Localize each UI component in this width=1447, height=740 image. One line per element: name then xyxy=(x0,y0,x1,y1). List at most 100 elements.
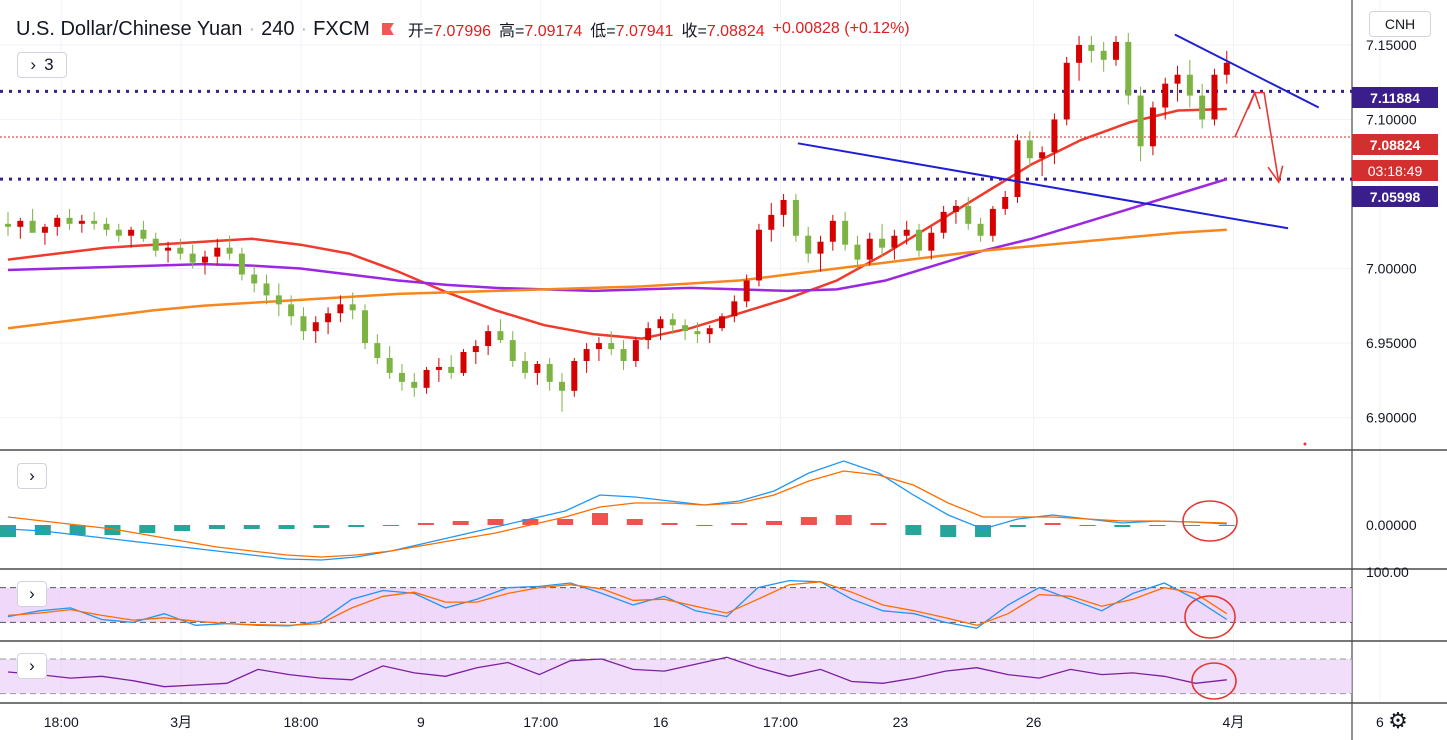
candle-body xyxy=(854,244,861,260)
macd-histogram-bar xyxy=(383,525,400,526)
candle-body xyxy=(952,205,959,212)
candle-body xyxy=(694,331,701,335)
candle-body xyxy=(829,220,836,242)
macd-histogram-bar xyxy=(104,525,121,535)
candle-body xyxy=(448,366,455,373)
candle-body xyxy=(768,214,775,230)
candle-body xyxy=(78,220,85,224)
stochastic-band xyxy=(0,587,1352,623)
macd-histogram-bar xyxy=(1079,525,1096,526)
rsi-line xyxy=(7,656,1227,688)
stochastic-100-label: 100.00 xyxy=(1366,564,1409,580)
candle-body xyxy=(374,343,381,358)
candle-body xyxy=(719,316,726,329)
candle-body xyxy=(965,205,972,224)
candle-body xyxy=(29,220,36,233)
x-tick-label: 6 xyxy=(1376,714,1384,730)
candle-body xyxy=(485,331,492,347)
macd-histogram-bar xyxy=(696,525,713,526)
candle-body xyxy=(866,238,873,260)
interval-label[interactable]: 240 xyxy=(261,17,295,40)
macd-pane xyxy=(0,460,1235,561)
separator-dot: · xyxy=(248,17,256,40)
candle-body xyxy=(1149,107,1156,147)
candle-body xyxy=(842,220,849,245)
macd-histogram-bar xyxy=(278,525,295,529)
gear-icon[interactable]: ⚙ xyxy=(1388,708,1408,733)
annotation-dot xyxy=(1303,442,1307,446)
macd-histogram-bar xyxy=(1009,525,1026,527)
candle-body xyxy=(1026,140,1033,159)
candle-body xyxy=(251,274,258,284)
macd-histogram-bar xyxy=(940,525,957,537)
candle-body xyxy=(1199,95,1206,120)
macd-histogram-bar xyxy=(174,525,191,531)
candle-body xyxy=(522,360,529,373)
candle-body xyxy=(300,316,307,332)
chevron-right-icon: › xyxy=(29,656,35,675)
upper-trendline xyxy=(1174,33,1320,109)
macd-histogram-bar xyxy=(417,523,434,525)
candle-body xyxy=(657,319,664,329)
candle-body xyxy=(435,366,442,370)
last-price-tag: 7.08824 xyxy=(1352,134,1438,155)
candle-body xyxy=(534,363,541,373)
candle-body xyxy=(460,352,467,373)
candle-body xyxy=(1039,152,1046,159)
candle-body xyxy=(1112,41,1119,60)
candle-body xyxy=(226,247,233,254)
candle-body xyxy=(140,229,147,239)
x-tick-label: 9 xyxy=(417,714,425,730)
candle-body xyxy=(891,235,898,248)
y-tick-label: 6.90000 xyxy=(1366,410,1417,426)
grid-lines xyxy=(0,0,1381,703)
chevron-right-icon: › xyxy=(29,584,35,603)
candle-body xyxy=(189,253,196,263)
macd-histogram-bar xyxy=(731,523,748,525)
symbol-name[interactable]: U.S. Dollar/Chinese Yuan xyxy=(16,17,243,40)
macd-histogram-bar xyxy=(835,515,852,525)
y-tick-label: 7.00000 xyxy=(1366,261,1417,277)
forecast-path xyxy=(1234,91,1280,183)
resistance-price-tag: 7.11884 xyxy=(1352,87,1438,108)
candle-body xyxy=(337,304,344,314)
macd-histogram-bar xyxy=(800,517,817,525)
macd-histogram-bar xyxy=(1183,525,1200,526)
chevron-right-icon: › xyxy=(29,466,35,485)
macd-histogram-bar xyxy=(34,525,51,535)
macd-histogram-bar xyxy=(139,525,156,533)
macd-histogram-bar xyxy=(626,519,643,525)
lower-trendline xyxy=(797,142,1289,230)
macd-histogram-bar xyxy=(0,525,16,537)
candle-body xyxy=(669,319,676,326)
macd-histogram-bar xyxy=(243,525,260,529)
macd-histogram-bar xyxy=(522,519,539,525)
candle-body xyxy=(1063,62,1070,120)
macd-histogram-bar xyxy=(487,519,504,525)
macd-histogram-bar xyxy=(1114,525,1131,527)
forecast-arrow-up xyxy=(1247,90,1261,110)
candle-body xyxy=(386,358,393,373)
candle-body xyxy=(423,369,430,388)
stochastic-toggle-button[interactable]: › xyxy=(17,581,47,607)
candle-body xyxy=(558,381,565,391)
candle-body xyxy=(54,217,61,227)
candle-body xyxy=(165,247,172,251)
candle-body xyxy=(411,381,418,388)
price-pane xyxy=(0,32,1352,412)
indicators-toggle-button[interactable]: › 3 xyxy=(17,52,67,78)
macd-toggle-button[interactable]: › xyxy=(17,463,47,489)
macd-highlight-circle xyxy=(1182,500,1238,542)
x-tick-label: 17:00 xyxy=(523,714,558,730)
exchange-label: FXCM xyxy=(313,17,370,40)
candle-body xyxy=(41,226,48,233)
rsi-toggle-button[interactable]: › xyxy=(17,653,47,679)
rsi-highlight-circle xyxy=(1191,662,1237,700)
candle-body xyxy=(1223,62,1230,75)
candle-body xyxy=(879,238,886,248)
candle-body xyxy=(805,235,812,254)
currency-button[interactable]: CNH xyxy=(1369,11,1431,37)
candle-body xyxy=(214,247,221,257)
